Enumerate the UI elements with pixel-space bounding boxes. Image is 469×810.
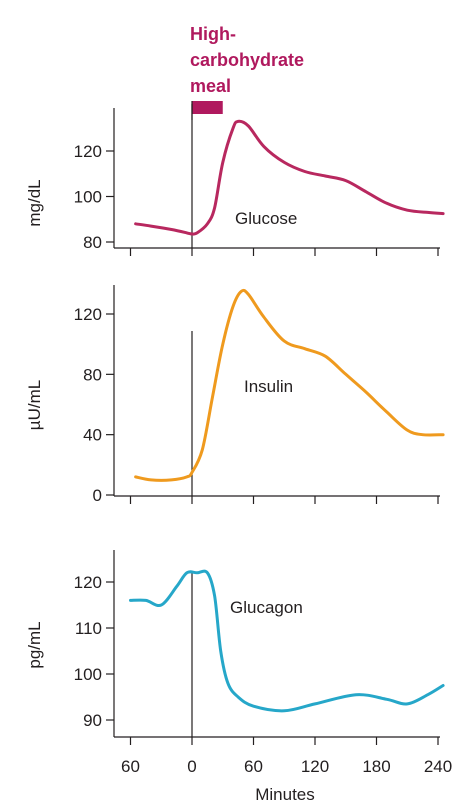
insulin-curve [134, 288, 445, 482]
glucagon-panel: pg/mL Glucagon 90 100 110 120 [25, 550, 445, 745]
glucose-y-axis-title: mg/dL [25, 179, 44, 226]
glucagon-series-label: Glucagon [230, 598, 303, 617]
x-tick-label: 60 [244, 757, 263, 776]
insulin-panel: µU/mL Insulin 0 40 80 120 [25, 285, 445, 505]
insulin-y-axis-title: µU/mL [25, 380, 44, 430]
glucose-y-tick-label: 100 [74, 188, 102, 207]
glucose-series-label: Glucose [235, 209, 297, 228]
meal-label-line-1: High- [190, 24, 236, 44]
insulin-y-tick-label: 120 [74, 305, 102, 324]
glucose-y-tick-label: 80 [83, 233, 102, 252]
insulin-series-label: Insulin [244, 377, 293, 396]
meal-label-line-2: carbohydrate [190, 50, 304, 70]
x-tick-label: 240 [424, 757, 452, 776]
x-tick-label: 180 [362, 757, 390, 776]
meal-annotation: High- carbohydrate meal [190, 24, 304, 114]
glucose-curve [134, 119, 445, 236]
x-tick-label: 120 [301, 757, 329, 776]
insulin-y-tick-label: 40 [83, 426, 102, 445]
glucose-y-tick-label: 120 [74, 142, 102, 161]
x-axis-title: Minutes [255, 785, 315, 804]
glucagon-y-tick-label: 90 [83, 711, 102, 730]
glucagon-y-tick-label: 100 [74, 665, 102, 684]
x-tick-label: 60 [121, 757, 140, 776]
insulin-y-tick-label: 0 [93, 486, 102, 505]
glucagon-curve [129, 569, 445, 713]
glucagon-y-axis-title: pg/mL [25, 621, 44, 668]
glucose-panel: mg/dL Glucose 80 100 120 [25, 104, 445, 256]
insulin-y-tick-label: 80 [83, 365, 102, 384]
glucagon-y-tick-label: 110 [75, 619, 102, 638]
meal-duration-bar [192, 101, 223, 114]
meal-label-line-3: meal [190, 76, 231, 96]
x-tick-label: 0 [187, 757, 196, 776]
glucagon-y-tick-label: 120 [74, 573, 102, 592]
